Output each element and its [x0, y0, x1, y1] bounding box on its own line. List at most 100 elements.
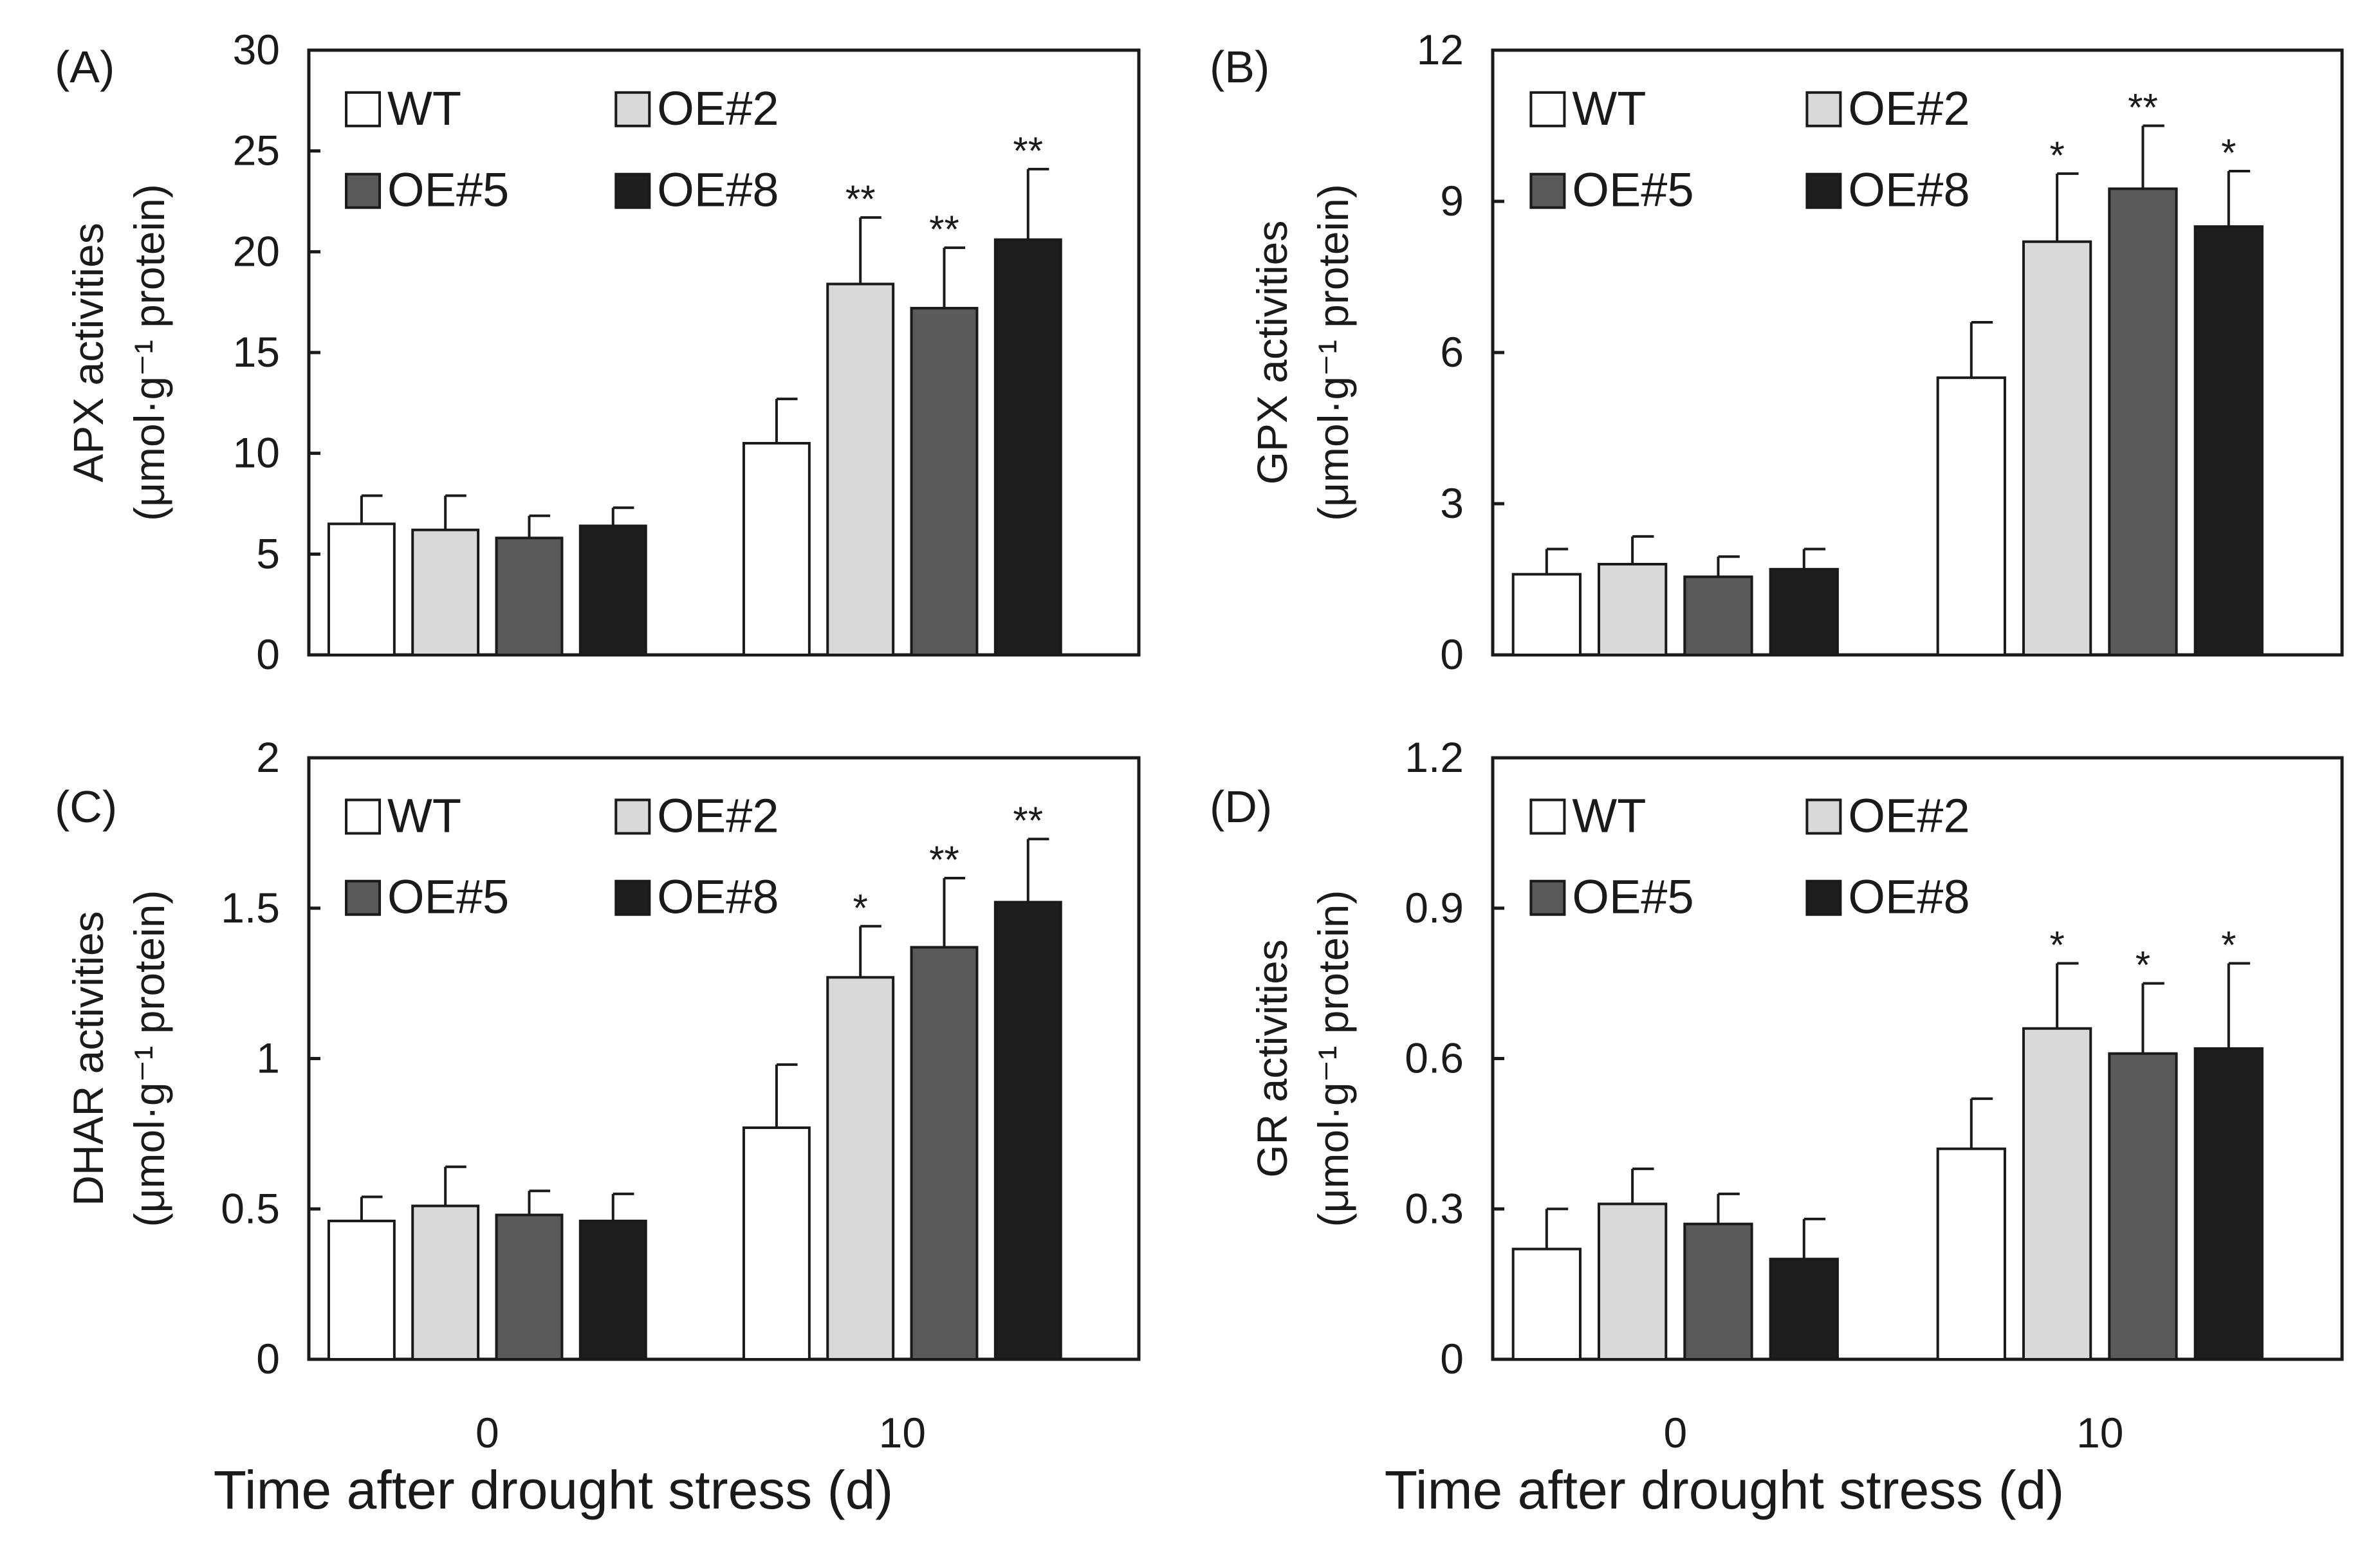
bar-oe8-day10 — [993, 901, 1062, 1361]
y-tick-label: 1.5 — [221, 884, 280, 932]
bar-oe5-day0 — [495, 537, 564, 656]
legend-swatch — [1805, 172, 1842, 209]
y-axis-title-line1: DHAR activities — [64, 911, 112, 1206]
significance-mark: * — [2221, 923, 2236, 966]
bar-oe8-day0 — [1769, 1258, 1839, 1361]
legend-label: OE#2 — [657, 82, 779, 135]
legend-label: OE#5 — [1572, 870, 1693, 924]
chart-panel-3: 0 0.5 1 1.5 2 (C) DHAR activities (μmol·g⁻¹ pro… — [55, 733, 1141, 1456]
legend-swatch — [1805, 91, 1842, 127]
bar-wt-day10 — [1936, 1147, 2006, 1361]
y-axis-title-line2: (μmol·g⁻¹ protein) — [1309, 890, 1357, 1227]
bar-oe2-day0 — [1598, 1202, 1668, 1361]
bar-oe8-day10 — [2193, 225, 2264, 656]
bar-oe8-day0 — [1769, 567, 1839, 656]
y-tick-label: 3 — [1440, 479, 1464, 527]
bar-oe8-day0 — [578, 524, 647, 657]
bar-wt-day0 — [1511, 573, 1582, 657]
significance-mark: ** — [1013, 799, 1043, 842]
y-axis-title-line2: (μmol·g⁻¹ protein) — [1309, 184, 1357, 521]
y-tick-label: 0 — [256, 1335, 280, 1382]
bar-oe5-day10 — [910, 307, 979, 657]
significance-mark: * — [2049, 134, 2064, 177]
bar-wt-day0 — [1511, 1247, 1582, 1361]
bar-wt-day10 — [742, 1126, 811, 1361]
y-tick-label: 0.5 — [221, 1184, 280, 1232]
y-axis-title-line2: (μmol·g⁻¹ protein) — [125, 184, 173, 521]
y-tick-label: 0.9 — [1405, 884, 1464, 932]
panel-label: (B) — [1210, 42, 1269, 92]
legend-swatch — [1529, 172, 1566, 209]
legend-label: OE#8 — [1848, 870, 1969, 924]
legend-label: OE#8 — [657, 870, 779, 924]
legend-label: OE#8 — [1848, 163, 1969, 217]
bar-oe2-day10 — [826, 976, 895, 1361]
significance-mark: ** — [929, 208, 959, 251]
bar-oe5-day10 — [2108, 1052, 2178, 1361]
y-tick-label: 5 — [256, 529, 280, 577]
bar-oe5-day10 — [910, 946, 979, 1361]
y-tick-label: 1.2 — [1405, 733, 1464, 781]
legend-swatch — [1529, 879, 1566, 916]
legend-label: WT — [1572, 789, 1646, 842]
legend-swatch — [1805, 798, 1842, 835]
y-tick-label: 30 — [233, 26, 280, 73]
significance-mark: ** — [2128, 86, 2158, 129]
legend-label: OE#5 — [387, 163, 509, 217]
y-tick-label: 12 — [1417, 26, 1464, 73]
legend-swatch — [1529, 91, 1566, 127]
y-tick-label: 6 — [1440, 328, 1464, 376]
legend-swatch — [345, 172, 382, 209]
bar-oe8-day10 — [2193, 1047, 2264, 1361]
x-category-label: 10 — [2076, 1409, 2123, 1456]
significance-mark: ** — [929, 838, 959, 881]
legend-swatch — [614, 172, 651, 209]
legend-label: OE#5 — [1572, 163, 1693, 217]
legend-label: OE#5 — [387, 870, 509, 924]
bar-wt-day10 — [1936, 376, 2006, 657]
y-tick-label: 0 — [1440, 630, 1464, 678]
y-tick-label: 0.3 — [1405, 1184, 1464, 1232]
legend-label: OE#2 — [1848, 789, 1969, 842]
chart-panel-1: 0 5 10 15 20 25 30 (A) APX activities (μmol·g⁻¹ p… — [55, 26, 1141, 678]
significance-mark: ** — [845, 178, 876, 221]
y-tick-label: 20 — [233, 227, 280, 275]
y-tick-label: 1 — [256, 1034, 280, 1082]
y-tick-label: 0 — [256, 630, 280, 678]
bar-oe8-day10 — [993, 238, 1062, 656]
bar-oe5-day0 — [1683, 575, 1753, 656]
legend-swatch — [345, 91, 382, 127]
legend-swatch — [345, 798, 382, 835]
legend-swatch — [1529, 798, 1566, 835]
significance-mark: * — [2221, 131, 2236, 174]
legend-swatch — [614, 879, 651, 916]
panel-label: (C) — [55, 782, 117, 832]
y-axis-title-line1: GR activities — [1248, 939, 1296, 1177]
legend-label: OE#2 — [1848, 82, 1969, 135]
bar-oe2-day10 — [826, 282, 895, 656]
legend-label: OE#2 — [657, 789, 779, 842]
x-category-label: 0 — [475, 1409, 499, 1456]
legend-swatch — [1805, 879, 1842, 916]
bar-oe2-day0 — [411, 1204, 480, 1361]
legend-label: WT — [1572, 82, 1646, 135]
significance-mark: ** — [1013, 129, 1043, 172]
bar-wt-day0 — [327, 522, 396, 656]
significance-mark: * — [853, 886, 868, 930]
bar-oe2-day10 — [2022, 1027, 2092, 1361]
bar-oe2-day10 — [2022, 240, 2092, 656]
panel-label: (A) — [55, 42, 115, 92]
bar-oe2-day0 — [411, 528, 480, 656]
y-tick-label: 2 — [256, 733, 280, 781]
legend-swatch — [614, 91, 651, 127]
legend-label: WT — [387, 82, 461, 135]
x-category-label: 10 — [879, 1409, 926, 1456]
y-tick-label: 0.6 — [1405, 1034, 1464, 1082]
panel-label: (D) — [1210, 782, 1272, 832]
bar-oe5-day10 — [2108, 187, 2178, 656]
legend-label: OE#8 — [657, 163, 779, 217]
chart-panel-2: 0 3 6 9 12 (B) GPX activities (μmol·g⁻¹ protein… — [1210, 26, 2344, 678]
x-axis-title-right: Time after drought stress (d) — [1385, 1460, 2065, 1520]
